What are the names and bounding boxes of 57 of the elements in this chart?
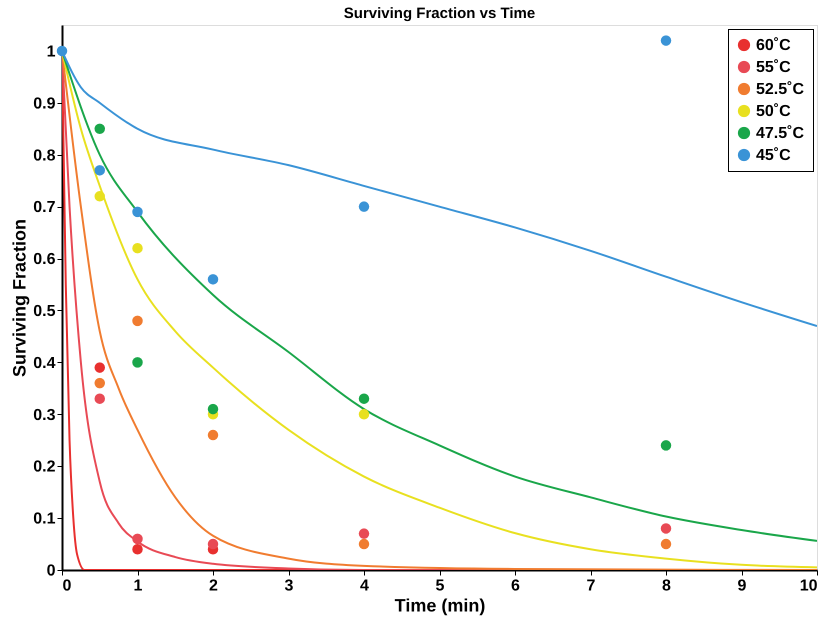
x-tick-label: 4 <box>360 578 370 594</box>
y-tick-label: 1 <box>46 43 56 60</box>
x-tick-label: 3 <box>284 578 294 594</box>
point <box>132 534 143 544</box>
y-tick-label: 0.8 <box>33 147 56 164</box>
point <box>132 544 143 554</box>
point <box>132 357 143 368</box>
y-axis-title: Surviving Fraction <box>9 218 30 378</box>
point <box>660 523 672 534</box>
x-tick-label: 6 <box>511 578 520 594</box>
point <box>94 165 105 176</box>
point <box>660 35 672 46</box>
x-tick-label: 9 <box>738 578 747 594</box>
point <box>208 538 218 550</box>
point <box>94 378 105 388</box>
legend-label: 55˚C <box>756 59 792 76</box>
point <box>94 362 105 373</box>
y-tick-label: 0.1 <box>33 510 56 528</box>
point <box>94 393 105 404</box>
y-tick-label: 0.4 <box>33 354 56 372</box>
x-tick-label: 1 <box>134 578 143 594</box>
y-tick-label: 0 <box>46 562 56 580</box>
point <box>358 201 370 212</box>
legend-label: 52.5˚C <box>756 81 804 98</box>
point <box>358 393 370 404</box>
chart-title: Surviving Fraction vs Time <box>344 5 536 22</box>
point <box>132 242 143 254</box>
x-tick-label: 5 <box>436 578 445 594</box>
y-tick-label: 0.3 <box>33 406 56 424</box>
x-tick-label: 7 <box>586 578 596 594</box>
y-tick-label: 0.2 <box>33 458 56 476</box>
point <box>94 124 105 134</box>
point <box>358 528 370 539</box>
legend-label: 47.5˚C <box>756 125 804 142</box>
point <box>660 538 672 550</box>
point <box>208 274 218 285</box>
legend-label: 45˚C <box>756 147 792 164</box>
point <box>132 316 143 326</box>
point <box>358 409 370 420</box>
y-tick-label: 0.5 <box>33 302 56 320</box>
point <box>132 206 143 218</box>
x-tick-label: 2 <box>209 578 218 594</box>
y-tick-label: 0.9 <box>33 95 56 112</box>
point <box>208 404 218 414</box>
point <box>660 440 672 451</box>
point <box>358 538 370 550</box>
legend-label: 60˚C <box>756 37 792 54</box>
point <box>208 430 218 440</box>
legend-label: 50˚C <box>756 103 792 120</box>
x-axis-title: Time (min) <box>394 596 486 616</box>
x-tick-label: 8 <box>662 578 672 594</box>
point <box>94 191 105 202</box>
y-tick-label: 0.7 <box>33 199 56 216</box>
y-tick-label: 0.6 <box>33 251 56 268</box>
x-tick-label: 0 <box>62 578 72 594</box>
x-tick-label: 10 <box>800 578 818 594</box>
point <box>56 46 68 56</box>
